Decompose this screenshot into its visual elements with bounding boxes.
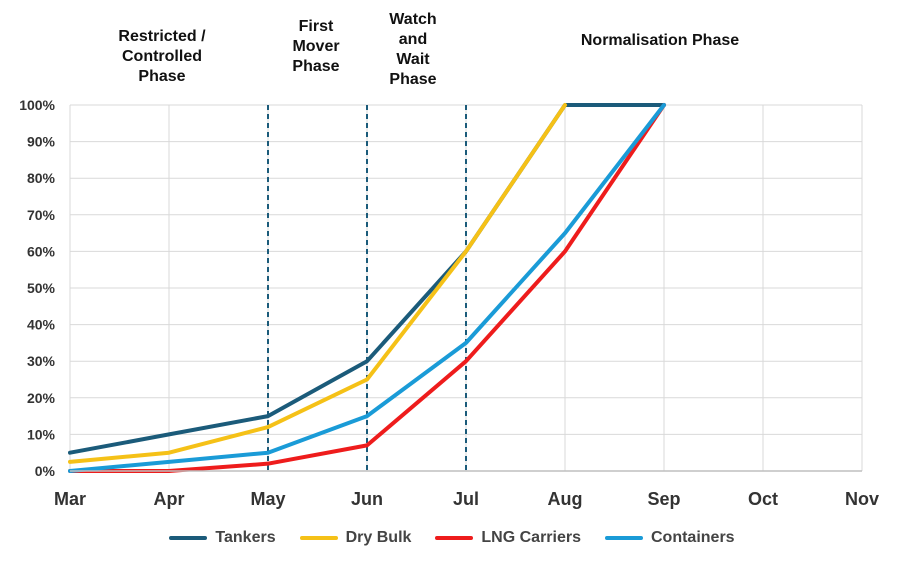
series-line-dry-bulk <box>68 103 567 464</box>
y-tick-label: 80% <box>27 170 56 186</box>
legend-label-lng-carriers: LNG Carriers <box>481 529 581 546</box>
x-tick-label: Mar <box>54 489 86 509</box>
legend-swatch-dry-bulk <box>299 536 338 540</box>
x-tick-label: Jun <box>351 489 383 509</box>
y-tick-label: 70% <box>27 207 56 223</box>
y-tick-label: 90% <box>27 134 56 150</box>
x-tick-label: Aug <box>548 489 583 509</box>
phase-label-first-mover: First Mover Phase <box>292 18 340 75</box>
x-tick-label: Nov <box>845 489 879 509</box>
y-tick-label: 30% <box>27 353 56 369</box>
legend-item-tankers: Tankers <box>169 529 276 547</box>
y-tick-label: 40% <box>27 317 56 333</box>
y-tick-label: 10% <box>27 426 56 442</box>
y-tick-label: 60% <box>27 243 56 259</box>
y-tick-label: 0% <box>35 463 56 479</box>
legend-item-containers: Containers <box>605 529 735 547</box>
legend-swatch-containers <box>605 536 643 540</box>
phase-label-restricted: Restricted / Controlled Phase <box>118 28 206 85</box>
x-tick-label: Jul <box>453 489 479 509</box>
legend-label-tankers: Tankers <box>215 529 276 546</box>
x-tick-label: Sep <box>647 489 680 509</box>
x-tick-label: Oct <box>748 489 778 509</box>
legend-item-lng-carriers: LNG Carriers <box>435 529 581 547</box>
series-line-containers <box>68 103 666 473</box>
x-tick-label: Apr <box>154 489 185 509</box>
legend-label-containers: Containers <box>651 529 735 546</box>
legend-swatch-tankers <box>169 536 208 540</box>
x-tick-label: May <box>250 489 285 509</box>
y-tick-label: 50% <box>27 280 56 296</box>
y-tick-label: 20% <box>27 390 56 406</box>
legend-label-dry-bulk: Dry Bulk <box>345 529 412 546</box>
phase-label-normalisation: Normalisation Phase <box>580 32 740 49</box>
legend: Tankers Dry Bulk LNG Carriers Containers <box>0 529 904 547</box>
phase-label-watch-wait: Watch and Wait Phase <box>389 11 437 88</box>
y-tick-label: 100% <box>19 97 55 113</box>
legend-item-dry-bulk: Dry Bulk <box>299 529 412 547</box>
legend-swatch-lng-carriers <box>435 536 474 540</box>
